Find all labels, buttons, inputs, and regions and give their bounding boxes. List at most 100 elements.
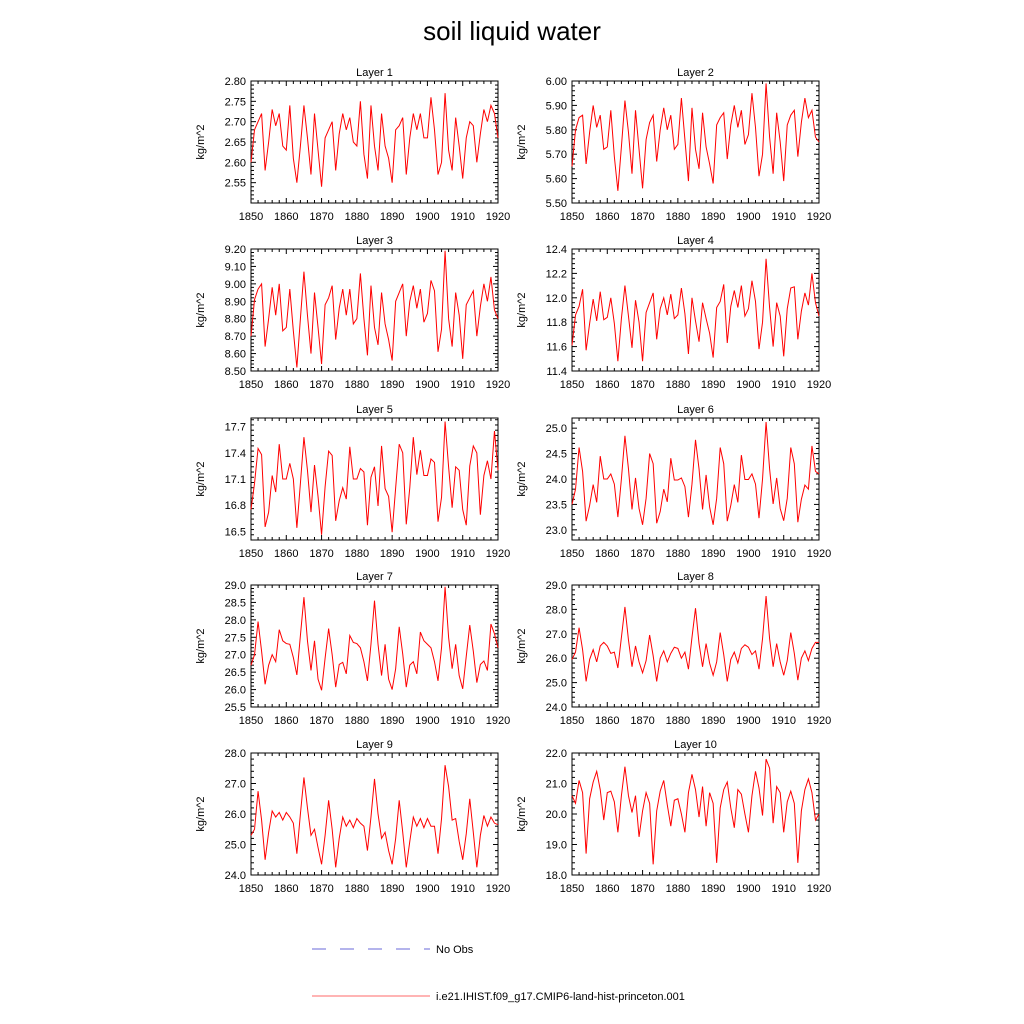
- y-tick-label: 25.0: [225, 840, 246, 852]
- panel-title: Layer 2: [677, 67, 714, 79]
- x-tick-label: 1880: [666, 715, 690, 727]
- y-tick-label: 25.0: [546, 678, 567, 690]
- figure-title: soil liquid water: [423, 16, 601, 46]
- y-tick-label: 25.5: [225, 702, 246, 714]
- y-tick-label: 26.0: [225, 809, 246, 821]
- panel-9: Layer 9 1850 1860 1870 1880 1890 1900 1910 1920 2…: [195, 739, 510, 895]
- x-tick-label: 1890: [380, 883, 404, 895]
- panel-title: Layer 6: [677, 404, 714, 416]
- x-tick-label: 1910: [771, 548, 795, 560]
- y-tick-label: 12.0: [546, 293, 567, 305]
- y-axis-label: kg/m^2: [195, 292, 207, 327]
- x-tick-label: 1890: [380, 548, 404, 560]
- x-tick-label: 1880: [666, 548, 690, 560]
- y-tick-label: 27.0: [225, 650, 246, 662]
- x-tick-label: 1910: [450, 883, 474, 895]
- y-tick-label: 25.0: [546, 423, 567, 435]
- x-tick-label: 1860: [274, 715, 298, 727]
- legend: No Obs i.e21.IHIST.f09_g17.CMIP6-land-hi…: [312, 944, 685, 1003]
- x-tick-label: 1920: [807, 211, 831, 223]
- x-tick-label: 1860: [595, 548, 619, 560]
- y-tick-label: 2.60: [225, 157, 246, 169]
- x-tick-label: 1880: [666, 379, 690, 391]
- x-tick-label: 1850: [560, 715, 584, 727]
- x-tick-label: 1900: [736, 548, 760, 560]
- x-tick-label: 1870: [630, 548, 654, 560]
- x-tick-label: 1870: [309, 883, 333, 895]
- series-line: [571, 258, 820, 362]
- y-axis-label: kg/m^2: [195, 628, 207, 663]
- x-tick-label: 1890: [380, 211, 404, 223]
- y-tick-label: 5.70: [546, 149, 567, 161]
- y-tick-label: 11.6: [546, 342, 567, 354]
- y-tick-label: 8.60: [225, 349, 246, 361]
- x-tick-label: 1890: [701, 883, 725, 895]
- x-tick-label: 1920: [486, 715, 510, 727]
- plot-frame: [571, 417, 820, 541]
- x-tick-label: 1860: [595, 211, 619, 223]
- y-tick-label: 17.7: [225, 422, 246, 434]
- x-tick-label: 1850: [560, 379, 584, 391]
- x-tick-label: 1910: [450, 548, 474, 560]
- x-tick-label: 1860: [595, 883, 619, 895]
- y-tick-label: 16.5: [225, 526, 246, 538]
- plot-frame: [571, 248, 820, 372]
- y-tick-label: 28.0: [225, 615, 246, 627]
- x-tick-label: 1890: [701, 548, 725, 560]
- y-tick-label: 24.0: [225, 870, 246, 882]
- x-tick-label: 1860: [274, 883, 298, 895]
- x-tick-label: 1910: [771, 211, 795, 223]
- y-tick-label: 24.0: [546, 702, 567, 714]
- x-tick-label: 1900: [736, 715, 760, 727]
- y-axis-label: kg/m^2: [195, 124, 207, 159]
- x-tick-label: 1870: [309, 715, 333, 727]
- plot-frame: [250, 248, 499, 372]
- x-tick-label: 1850: [239, 715, 263, 727]
- y-tick-label: 2.65: [225, 137, 246, 149]
- y-tick-label: 9.10: [225, 261, 246, 273]
- y-tick-label: 2.75: [225, 96, 246, 108]
- x-tick-label: 1870: [630, 211, 654, 223]
- y-axis-label: kg/m^2: [195, 796, 207, 831]
- y-tick-label: 5.80: [546, 125, 567, 137]
- x-tick-label: 1870: [630, 715, 654, 727]
- y-tick-label: 23.0: [546, 525, 567, 537]
- y-tick-label: 5.90: [546, 100, 567, 112]
- y-tick-label: 9.20: [225, 244, 246, 256]
- x-tick-label: 1860: [595, 715, 619, 727]
- panel-10: Layer 10 1850 1860 1870 1880 1890 1900 1910 1920…: [516, 739, 831, 895]
- y-tick-label: 26.5: [225, 667, 246, 679]
- x-tick-label: 1900: [415, 379, 439, 391]
- series-line: [571, 758, 820, 865]
- y-tick-label: 11.8: [546, 317, 567, 329]
- panel-title: Layer 8: [677, 571, 714, 583]
- x-tick-label: 1880: [345, 883, 369, 895]
- y-axis-label: kg/m^2: [516, 292, 528, 327]
- x-tick-label: 1890: [380, 715, 404, 727]
- x-tick-label: 1910: [771, 715, 795, 727]
- y-tick-label: 2.55: [225, 178, 246, 190]
- x-tick-label: 1870: [309, 548, 333, 560]
- y-tick-label: 5.60: [546, 174, 567, 186]
- x-tick-label: 1900: [736, 379, 760, 391]
- x-tick-label: 1850: [560, 211, 584, 223]
- y-tick-label: 11.4: [546, 366, 567, 378]
- y-axis-label: kg/m^2: [195, 461, 207, 496]
- panel-3: Layer 3 1850 1860 1870 1880 1890 1900 1910 1920 8…: [195, 235, 510, 391]
- y-tick-label: 24.0: [546, 474, 567, 486]
- y-tick-label: 29.0: [546, 580, 567, 592]
- panel-2: Layer 2 1850 1860 1870 1880 1890 1900 1910 1920 5…: [516, 67, 831, 223]
- y-axis-label: kg/m^2: [516, 461, 528, 496]
- y-tick-label: 8.50: [225, 366, 246, 378]
- x-tick-label: 1880: [345, 715, 369, 727]
- panels-container: Layer 1 1850 1860 1870 1880 1890 1900 1910 1920 2…: [195, 67, 831, 895]
- x-tick-label: 1890: [701, 715, 725, 727]
- y-tick-label: 26.0: [225, 685, 246, 697]
- y-tick-label: 2.80: [225, 76, 246, 88]
- x-tick-label: 1920: [486, 379, 510, 391]
- panel-4: Layer 4 1850 1860 1870 1880 1890 1900 1910 1920 1…: [516, 235, 831, 391]
- y-tick-label: 17.4: [225, 448, 246, 460]
- x-tick-label: 1880: [345, 211, 369, 223]
- x-tick-label: 1850: [239, 211, 263, 223]
